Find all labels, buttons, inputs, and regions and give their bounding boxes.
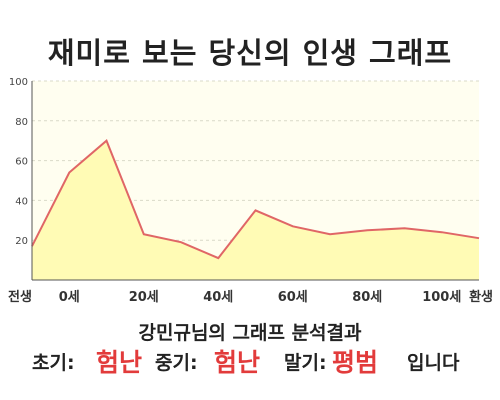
y-tick-label: 20 xyxy=(15,236,28,247)
x-tick-label: 40세 xyxy=(203,290,233,305)
y-tick-labels: 20 40 60 80 100 xyxy=(9,77,28,247)
y-tick-label: 100 xyxy=(9,77,28,88)
early-label: 초기: xyxy=(32,352,75,374)
x-tick-label: 전생 xyxy=(8,289,32,305)
series-line xyxy=(31,139,480,260)
result-subtitle: 강민규님의 그래프 분석결과 xyxy=(138,322,362,344)
early-value: 험난 xyxy=(96,348,143,377)
x-tick-label: 20세 xyxy=(129,290,159,305)
area-fill xyxy=(32,140,479,280)
y-tick-label: 40 xyxy=(15,196,28,207)
late-value: 평범 xyxy=(332,348,379,377)
late-label: 말기: xyxy=(284,352,327,374)
y-tick-label: 80 xyxy=(15,117,28,128)
x-tick-label: 100세 xyxy=(422,290,461,305)
x-tick-label: 80세 xyxy=(352,290,382,305)
x-tick-label: 60세 xyxy=(278,290,308,305)
x-tick-labels: 전생 0세 20세 40세 60세 80세 100세 환생 xyxy=(8,289,493,305)
y-tick-label: 60 xyxy=(15,157,28,168)
mid-label: 중기: xyxy=(155,352,198,374)
mid-value: 험난 xyxy=(214,348,261,377)
ending-text: 입니다 xyxy=(407,352,460,374)
result-summary: 초기: 험난 중기: 험난 말기: 평범 입니다 xyxy=(0,346,500,380)
chart-title: 재미로 보는 당신의 인생 그래프 xyxy=(47,36,453,70)
x-tick-label: 환생 xyxy=(469,289,493,305)
x-tick-label: 0세 xyxy=(59,290,80,305)
